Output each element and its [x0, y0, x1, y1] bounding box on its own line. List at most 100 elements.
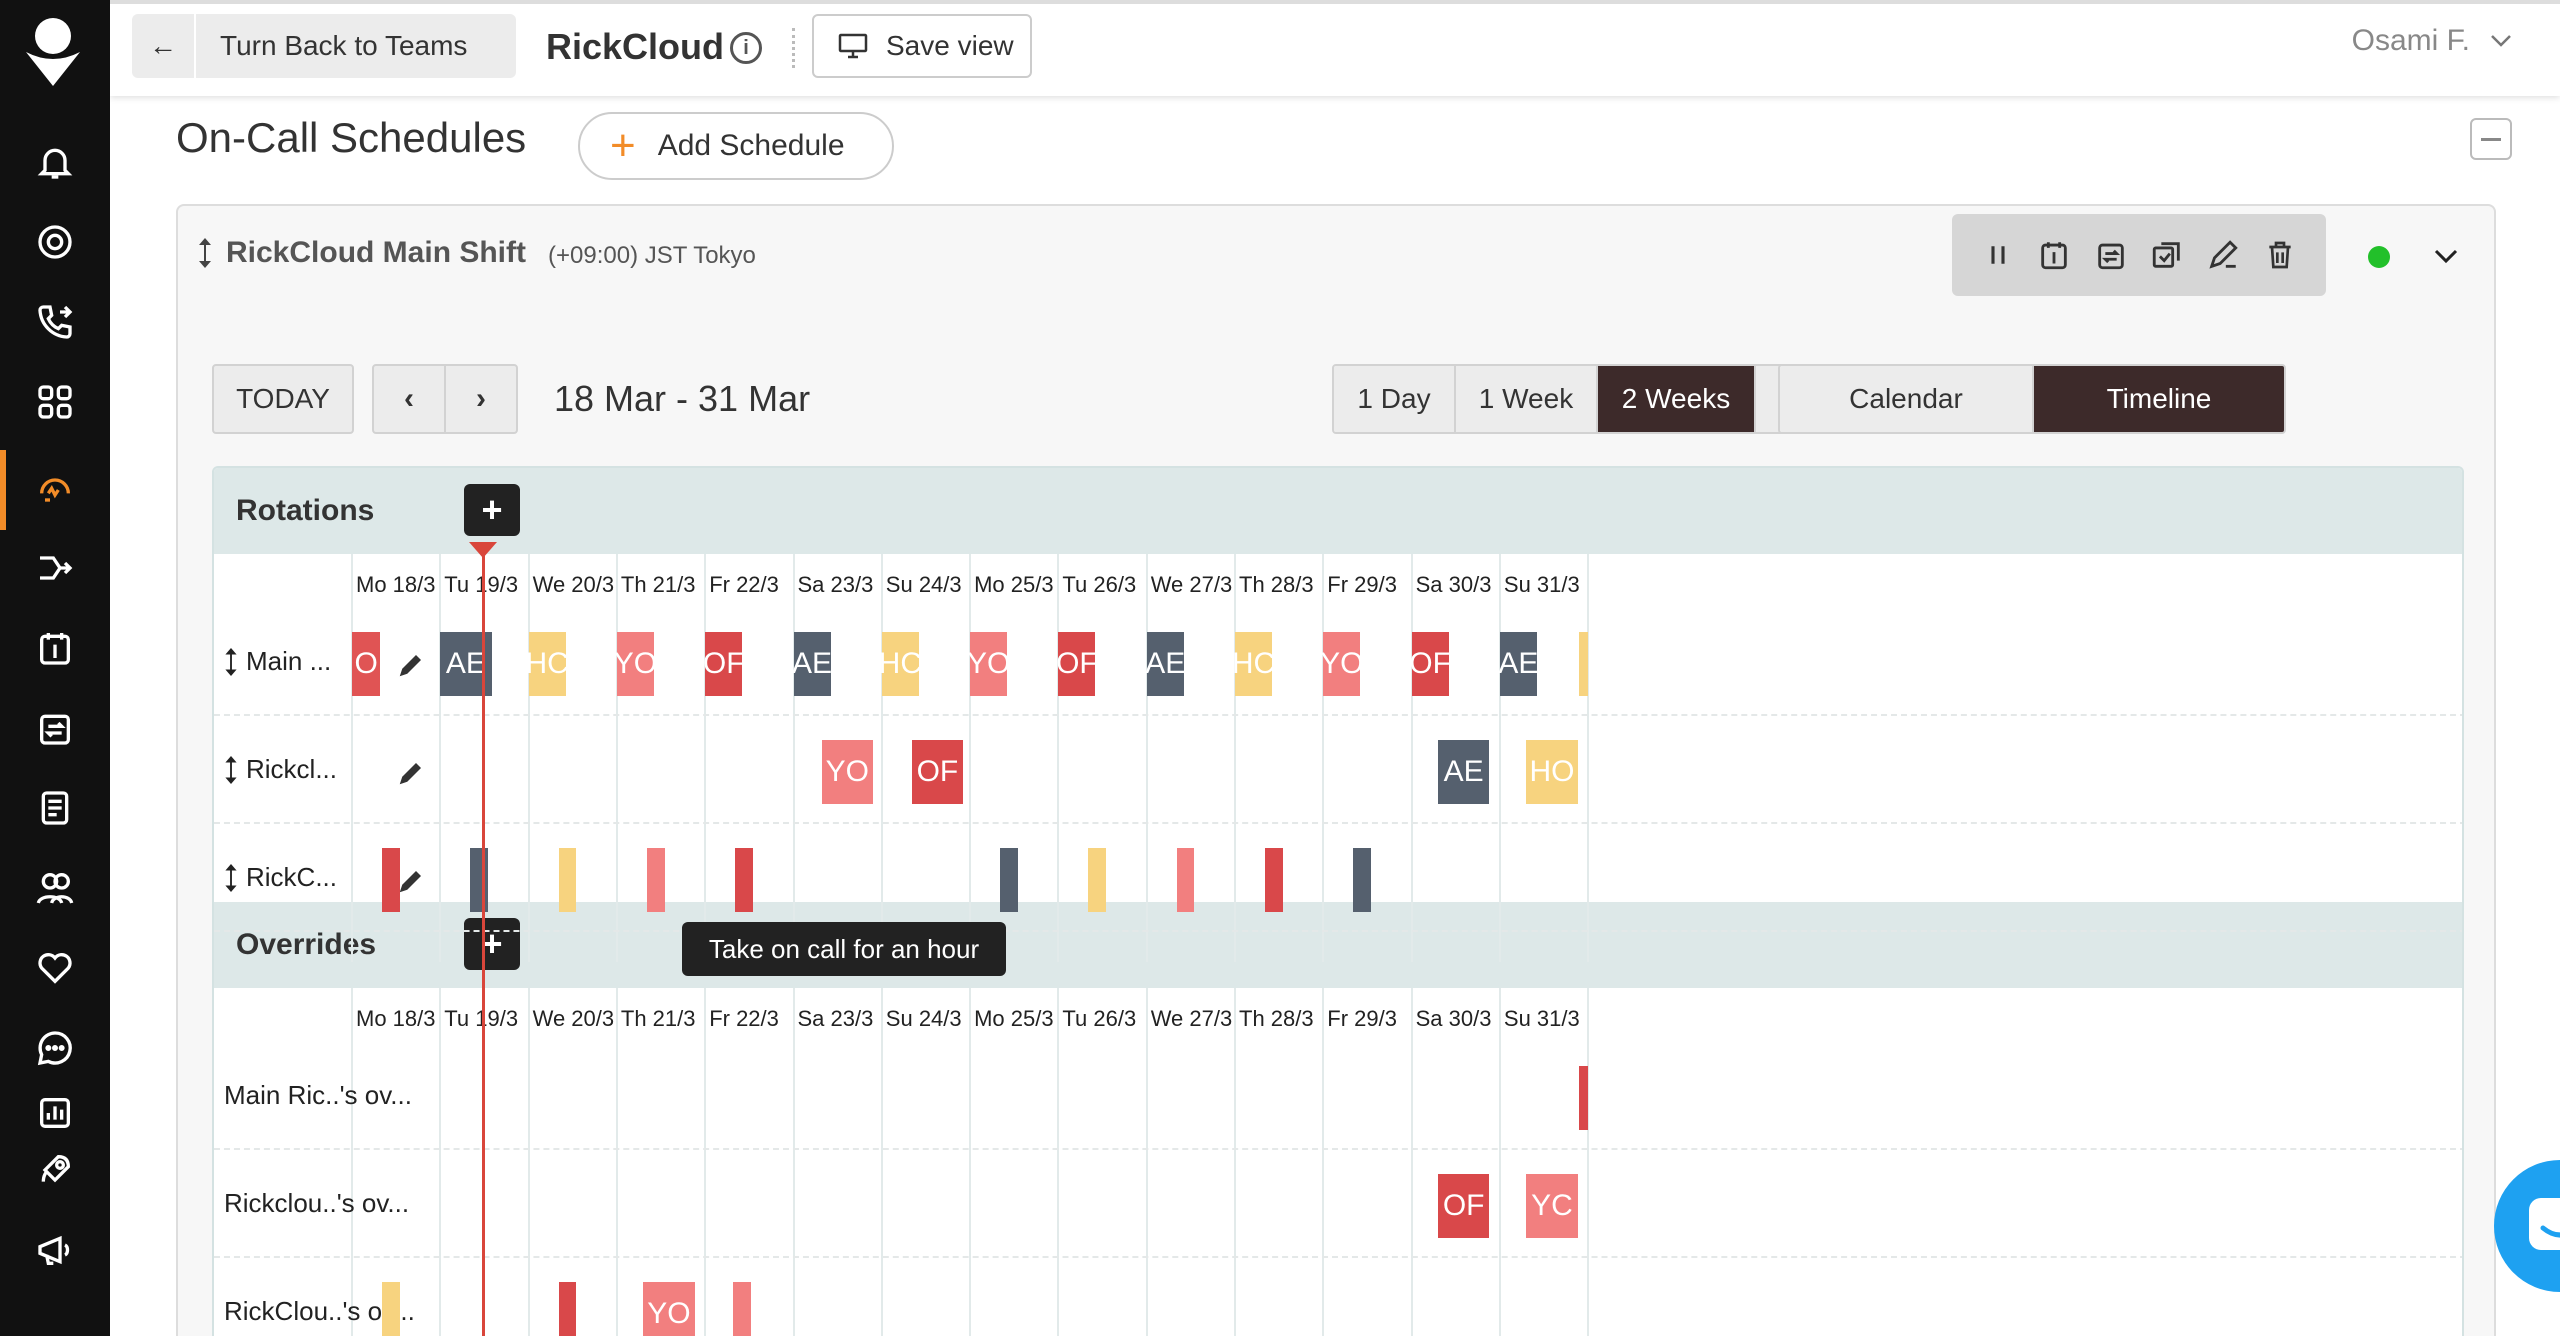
heart-icon[interactable]: [27, 940, 83, 996]
sort-handle-icon[interactable]: [224, 647, 238, 676]
users-icon[interactable]: [27, 860, 83, 916]
shift-block[interactable]: OF: [1409, 632, 1451, 696]
shift-block[interactable]: [382, 1282, 400, 1336]
duplicate-icon[interactable]: [2145, 233, 2189, 277]
shift-block[interactable]: YO: [1320, 632, 1364, 696]
shift-block[interactable]: [1265, 848, 1283, 912]
range-option[interactable]: 2 Weeks: [1598, 366, 1756, 432]
shift-block[interactable]: AE: [1498, 632, 1538, 696]
sidebar-rail: [0, 0, 110, 1336]
pencil-icon[interactable]: [396, 650, 426, 680]
shift-block[interactable]: [1353, 848, 1371, 912]
shift-block[interactable]: [382, 848, 400, 912]
schedule-header[interactable]: RickCloud Main Shift: [198, 236, 526, 270]
view-option[interactable]: Timeline: [2034, 366, 2284, 432]
rotation-icon[interactable]: [27, 700, 83, 756]
logo-icon[interactable]: [20, 14, 86, 88]
pause-icon[interactable]: [1976, 233, 2020, 277]
sort-handle-icon[interactable]: [198, 238, 212, 268]
shift-block[interactable]: HC: [525, 632, 569, 696]
rocket-icon[interactable]: [27, 1142, 83, 1198]
shift-block[interactable]: [735, 848, 753, 912]
next-button[interactable]: ›: [444, 364, 518, 434]
calendar-icon[interactable]: [27, 620, 83, 676]
analytics-icon[interactable]: [27, 1098, 83, 1128]
shift-block[interactable]: [558, 1282, 577, 1336]
content: On-Call Schedules + Add Schedule RickClo…: [110, 96, 2560, 1336]
day-divider: [1234, 554, 1236, 962]
pencil-icon[interactable]: [396, 758, 426, 788]
calendar-day-icon[interactable]: [2032, 233, 2076, 277]
at-sign-icon[interactable]: [27, 214, 83, 270]
info-icon[interactable]: i: [730, 32, 762, 64]
row-divider: [214, 930, 2462, 932]
sort-handle-icon[interactable]: [224, 755, 238, 784]
day-header: Mo 25/3: [974, 572, 1054, 597]
chevron-down-icon[interactable]: [2430, 240, 2462, 272]
day-header: Sa 30/3: [1415, 1006, 1492, 1031]
runbook-icon[interactable]: [27, 780, 83, 836]
shift-block[interactable]: HC: [1232, 632, 1275, 696]
shift-block[interactable]: OF: [911, 740, 964, 804]
heartbeat-icon[interactable]: [27, 462, 83, 518]
add-override-button[interactable]: +: [464, 918, 520, 970]
rotation-row-label[interactable]: Main ...: [224, 646, 331, 677]
shift-block[interactable]: AE: [1438, 740, 1490, 804]
shift-block[interactable]: [1088, 848, 1107, 912]
shift-block[interactable]: [470, 848, 488, 912]
add-rotation-button[interactable]: +: [464, 484, 520, 536]
row-divider: [214, 1148, 2462, 1150]
range-option[interactable]: 1 Week: [1456, 366, 1598, 432]
chat-icon[interactable]: [27, 1020, 83, 1076]
day-divider: [1498, 988, 1501, 1336]
megaphone-icon[interactable]: [27, 1222, 83, 1278]
shift-block[interactable]: AE: [792, 632, 832, 696]
save-view-button[interactable]: Save view: [812, 14, 1032, 78]
back-to-teams-button[interactable]: ← Turn Back to Teams: [132, 14, 516, 78]
integrations-icon[interactable]: [27, 374, 83, 430]
shift-block[interactable]: [1176, 848, 1195, 912]
trash-icon[interactable]: [2258, 233, 2302, 277]
shift-block[interactable]: [1000, 848, 1018, 912]
rotation-row-label[interactable]: Rickcl...: [224, 754, 337, 785]
shift-block[interactable]: [733, 1282, 752, 1336]
user-menu[interactable]: Osami F.: [2352, 24, 2512, 58]
phone-forward-icon[interactable]: [27, 294, 83, 350]
shift-block[interactable]: YO: [967, 632, 1010, 696]
today-button[interactable]: TODAY: [212, 364, 354, 434]
shift-block[interactable]: YO: [821, 740, 873, 804]
shift-block[interactable]: HO: [1526, 740, 1578, 804]
swap-calendar-icon[interactable]: [2089, 233, 2133, 277]
day-divider: [1410, 554, 1413, 962]
shift-block[interactable]: [1579, 632, 1589, 696]
shift-block[interactable]: O: [352, 632, 381, 696]
shift-block[interactable]: YO: [643, 1282, 695, 1336]
collapse-all-button[interactable]: [2470, 118, 2512, 160]
shift-block[interactable]: [558, 848, 577, 912]
shift-block[interactable]: HC: [879, 632, 922, 696]
shift-block[interactable]: YO: [614, 632, 657, 696]
day-header: Fr 29/3: [1327, 1006, 1397, 1031]
rotation-row-label[interactable]: RickC...: [224, 862, 337, 893]
sort-handle-icon[interactable]: [224, 863, 238, 892]
shift-block[interactable]: OF: [1438, 1174, 1490, 1238]
shift-block[interactable]: AE: [1145, 632, 1185, 696]
shift-block[interactable]: OF: [1056, 632, 1098, 696]
shift-block[interactable]: [646, 848, 665, 912]
tooltip: Take on call for an hour: [682, 922, 1006, 976]
shift-block[interactable]: YC: [1526, 1174, 1578, 1238]
view-option[interactable]: Calendar: [1780, 366, 2034, 432]
row-label-text: Main Ric..'s ov...: [224, 1080, 412, 1110]
chat-launcher-icon: [2529, 1198, 2560, 1250]
pencil-icon[interactable]: [396, 866, 426, 896]
shift-block[interactable]: OF: [703, 632, 745, 696]
day-header: Fr 22/3: [709, 572, 779, 597]
previous-button[interactable]: ‹: [372, 364, 446, 434]
add-schedule-button[interactable]: + Add Schedule: [578, 112, 894, 180]
escalation-icon[interactable]: [27, 540, 83, 596]
bell-icon[interactable]: [27, 134, 83, 190]
day-divider: [1498, 554, 1501, 962]
range-option[interactable]: 1 Day: [1334, 366, 1456, 432]
shift-block[interactable]: [1579, 1066, 1589, 1130]
edit-icon[interactable]: [2201, 233, 2245, 277]
